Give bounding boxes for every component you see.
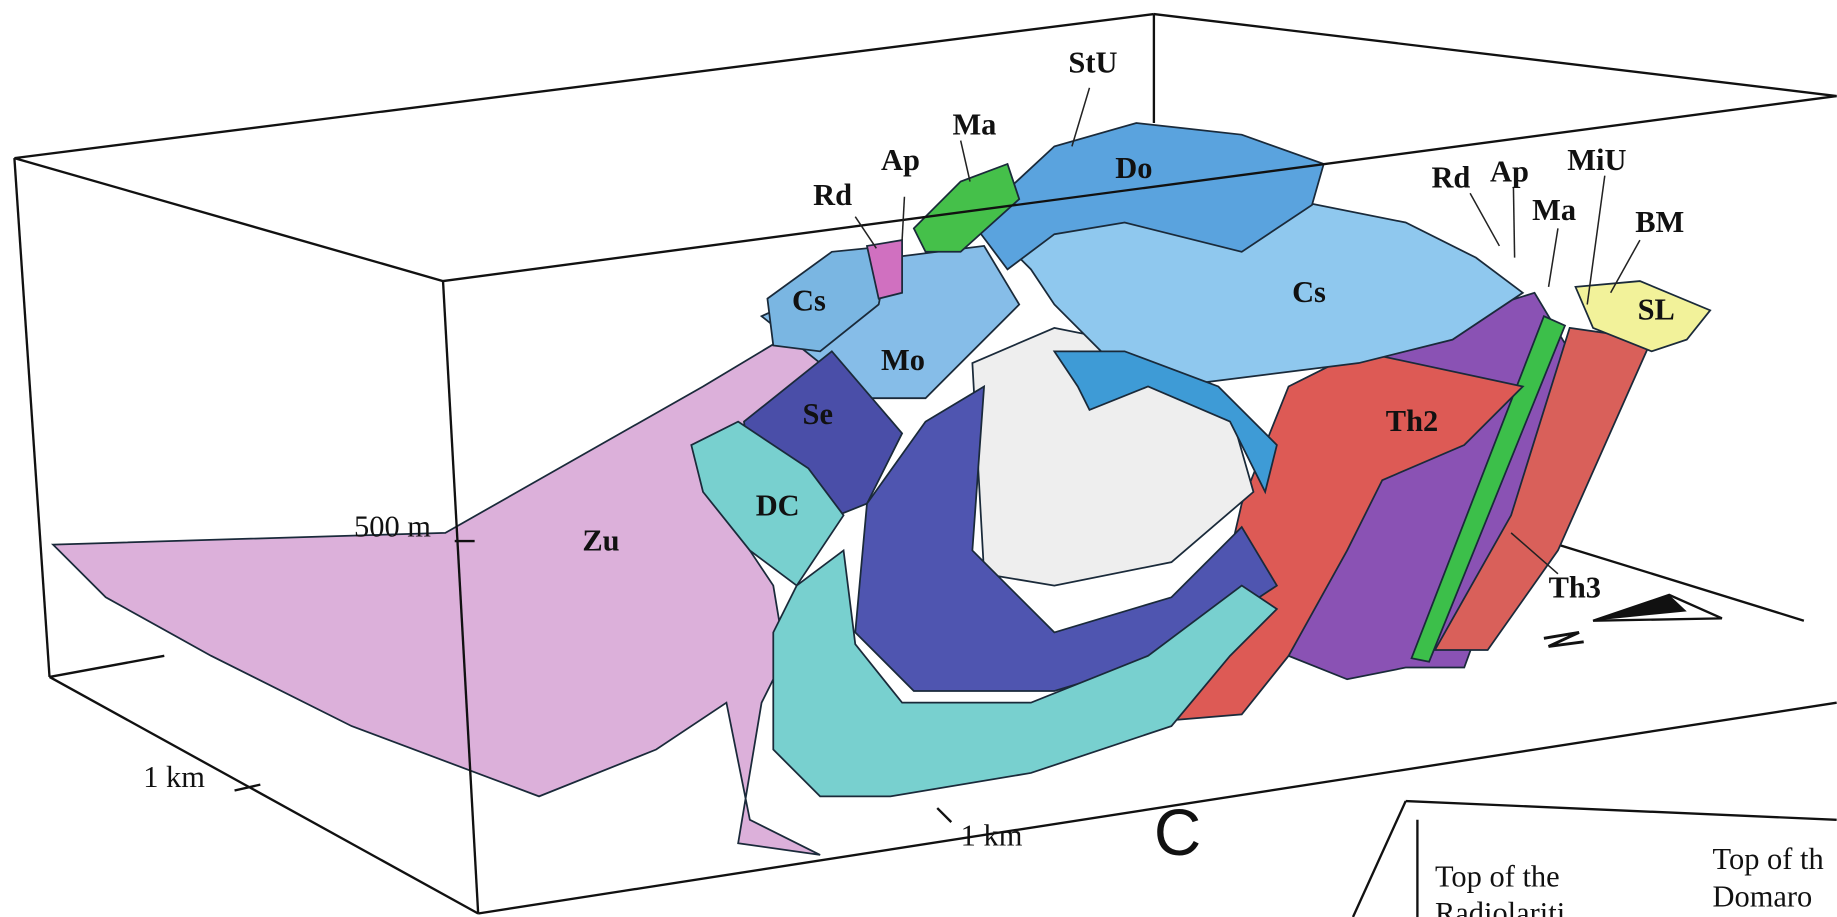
formation-label: StU: [1068, 46, 1117, 80]
formation-label: DC: [756, 488, 800, 522]
formation-surfaces: [53, 123, 1710, 855]
geological-model: StU Ma Ap Rd Do Cs Mo Se DC Zu Cs Rd Ap …: [0, 0, 1837, 917]
formation-label: Rd: [813, 178, 852, 212]
formation-label: Cs: [792, 283, 826, 317]
formation-label: Ma: [952, 108, 996, 142]
panel-label: C: [1154, 796, 1201, 869]
scale-label: 1 km: [961, 819, 1023, 853]
inset-text: Top of the: [1435, 860, 1560, 894]
formation-label: Zu: [582, 523, 619, 557]
formation-label: Se: [803, 397, 833, 431]
inset-text: Radiolariti: [1435, 896, 1565, 917]
formation-label: Rd: [1431, 160, 1470, 194]
formation-label: SL: [1638, 293, 1675, 327]
formation-label: Th2: [1386, 404, 1438, 438]
formation-label: Cs: [1292, 275, 1326, 309]
formation-label: Ap: [1490, 155, 1529, 189]
scale-label: 1 km: [143, 760, 205, 794]
formation-label: Ap: [881, 143, 920, 177]
formation-label: BM: [1635, 205, 1684, 239]
inset-text: Top of th: [1713, 842, 1824, 876]
formation-label: MiU: [1567, 143, 1626, 177]
scale-label: 500 m: [354, 509, 431, 543]
formation-label: Mo: [881, 343, 925, 377]
inset-text: Domaro: [1713, 879, 1813, 913]
formation-label: Do: [1115, 151, 1152, 185]
formation-label: Th3: [1549, 570, 1601, 604]
formation-label: Ma: [1532, 193, 1576, 227]
